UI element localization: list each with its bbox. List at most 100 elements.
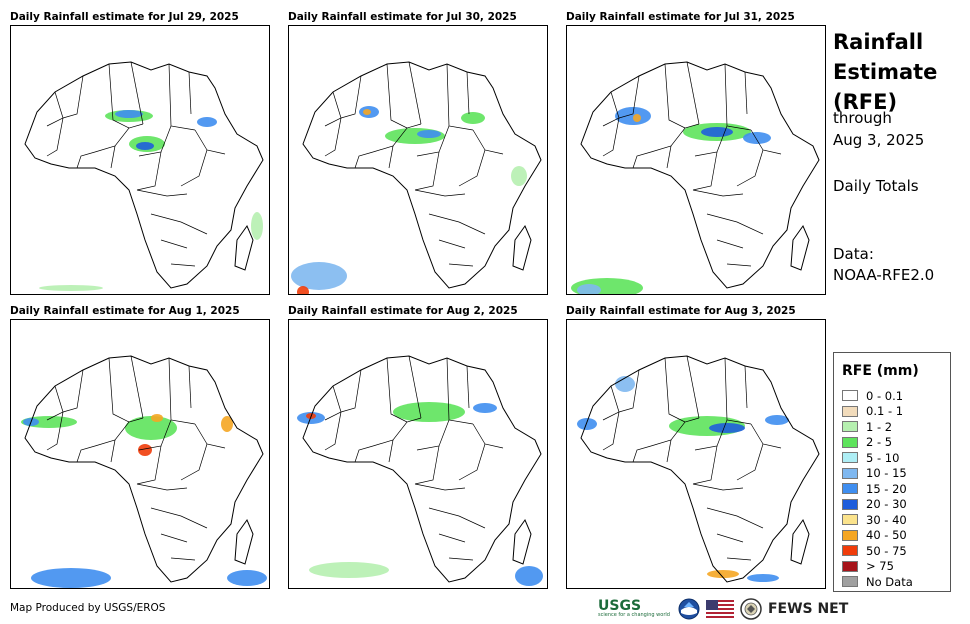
country-border [160,239,188,249]
rainfall-area [31,568,111,588]
rainfall-area [577,284,601,294]
country-border [136,189,188,197]
country-border [706,507,764,529]
country-border [324,91,342,127]
rainfall-area [115,110,143,118]
sidebar-title: Rainfall Estimate (RFE) [833,27,937,117]
country-border [188,71,192,115]
country-border [340,369,362,413]
country-border [666,145,672,169]
country-border [108,357,130,423]
title-line-3: (RFE) [833,90,898,114]
legend-item: 15 - 20 [842,481,913,497]
title-line-2: Estimate [833,60,938,84]
country-border [724,63,752,131]
country-border [130,61,144,125]
country-border [472,423,504,449]
country-border [632,445,652,463]
country-border [76,445,96,463]
legend-label: 10 - 15 [866,466,907,481]
country-border [706,213,764,235]
africa-map-svg [24,61,264,291]
coastline [790,224,810,271]
data-source: NOAA-RFE2.0 [833,266,935,284]
country-border [170,263,196,267]
legend-swatch [842,467,858,479]
rainfall-area [197,117,217,127]
country-border [324,385,342,421]
country-border [602,91,620,127]
legend-item: 5 - 10 [842,450,913,466]
rainfall-area [747,574,779,582]
legend-item: 0.1 - 1 [842,404,913,420]
country-border [602,385,620,421]
legend-label: > 75 [866,559,894,574]
rainfall-area [515,566,543,586]
country-border [458,149,486,187]
legend-label: 0.1 - 1 [866,404,904,419]
legend-swatch [842,514,858,526]
rainfall-area [417,130,441,138]
rainfall-area [291,262,347,290]
country-border [618,75,640,119]
africa-map-svg [577,355,820,583]
country-border [194,129,226,155]
country-border [76,151,96,169]
country-border [94,417,144,447]
country-border [136,483,188,491]
country-border [324,117,342,157]
rainfall-area [707,570,739,578]
coastline [580,61,820,289]
country-border [46,91,64,127]
country-border [736,149,764,187]
country-border [726,557,752,561]
coastline [512,224,532,271]
country-border [386,63,408,129]
country-border [428,213,486,235]
logo-strip: USGS science for a changing world FEWS N… [598,597,848,621]
coastline [790,518,810,565]
country-border [414,445,440,485]
country-border [414,151,440,191]
rainfall-area [461,112,485,124]
country-border [692,483,744,491]
rainfall-area [227,570,267,586]
panel-title: Daily Rainfall estimate for Aug 1, 2025 [10,305,240,317]
legend-item: > 75 [842,559,913,575]
country-border [744,365,748,409]
country-border [110,439,116,463]
rainfall-area [136,142,154,150]
country-border [666,439,672,463]
legend-swatch [842,390,858,402]
usgs-tagline: science for a changing world [598,612,670,618]
legend-swatch [842,545,858,557]
africa-map-svg [291,61,542,294]
country-border [414,189,466,197]
country-border [458,443,486,481]
country-border [692,151,718,191]
country-border [388,439,394,463]
country-border [354,445,374,463]
fews-net-logo: FEWS NET [767,601,849,617]
coastline [302,61,542,289]
country-border [438,239,466,249]
rainfall-area [309,562,389,578]
state-dept-seal-icon [740,598,762,620]
legend-item: 50 - 75 [842,543,913,559]
rainfall-area [765,415,789,425]
legend-swatch [842,421,858,433]
country-border [170,557,196,561]
rainfall-map [566,319,826,589]
coastline [302,355,542,583]
country-border [632,151,652,169]
coastline [234,224,254,271]
coastline [24,355,264,583]
country-border [386,357,408,423]
country-border [180,443,208,481]
country-border [408,61,422,125]
rainfall-map [10,25,270,295]
country-border [650,417,700,447]
rainfall-area [363,109,371,115]
